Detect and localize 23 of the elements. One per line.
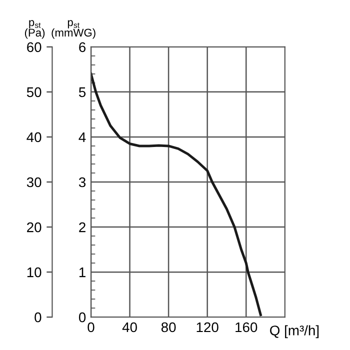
x-tick-label: 40: [122, 322, 137, 332]
x-tick-label: 160: [236, 322, 258, 332]
y-axis-title: p$_{st}$ (mmWG): [52, 20, 96, 39]
x-axis-title: Q [m³/h]: [270, 325, 319, 338]
y-tick-label: 2: [79, 222, 86, 232]
y2-tick-label: 20: [27, 222, 42, 232]
y2-tick-label: 50: [26, 87, 42, 98]
y2-tick-label: 0: [34, 312, 42, 322]
line-series: [91, 72, 262, 316]
y-tick-label: 4: [78, 132, 86, 142]
y-tick-label: 5: [78, 87, 86, 98]
y2-tick-label: 30: [26, 177, 42, 188]
y2-tick-label: 10: [27, 267, 42, 278]
y2-tick-label: 60: [27, 42, 42, 52]
y2-tick-label: 40: [26, 132, 42, 142]
y2-axis-title: p$_{st}$ (Pa): [24, 20, 45, 39]
y-tick-label: 3: [78, 177, 86, 188]
y-tick-label: 6: [79, 42, 86, 52]
y-tick-label: 0: [78, 312, 86, 322]
y-tick-label: 1: [79, 268, 86, 278]
x-tick-label: 0: [88, 322, 94, 332]
x-tick-label: 120: [196, 322, 218, 332]
x-tick-label: 80: [161, 322, 176, 332]
